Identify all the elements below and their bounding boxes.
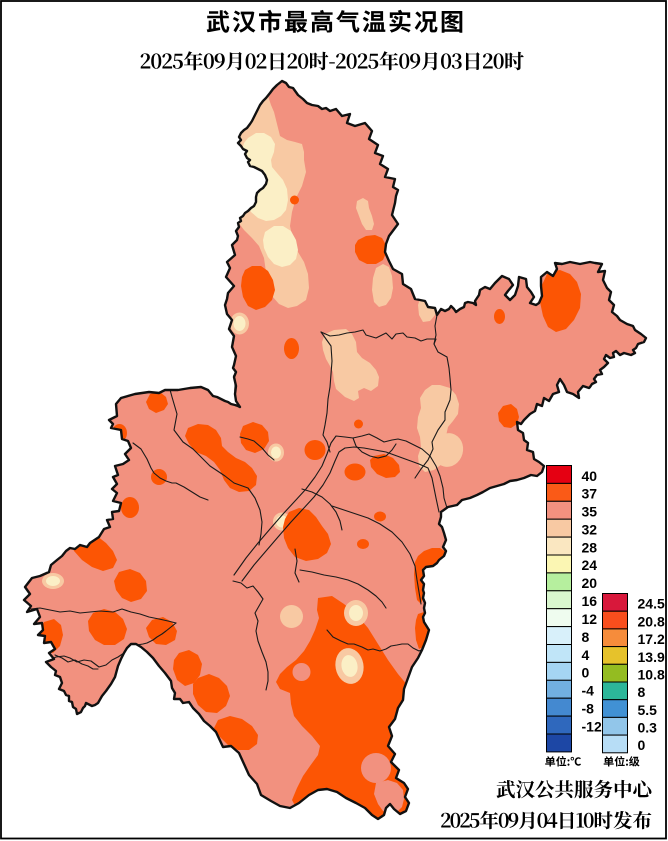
svg-text:10.8: 10.8	[638, 666, 665, 682]
svg-text:0.3: 0.3	[638, 720, 658, 736]
svg-text:-12: -12	[582, 718, 602, 734]
svg-text:13.9: 13.9	[638, 649, 665, 665]
svg-text:20: 20	[582, 575, 598, 591]
svg-text:16: 16	[582, 593, 598, 609]
svg-text:17.2: 17.2	[638, 631, 665, 647]
svg-text:24: 24	[582, 557, 598, 573]
svg-text:28: 28	[582, 539, 598, 555]
svg-text:40: 40	[582, 468, 598, 484]
svg-text:-8: -8	[582, 701, 595, 717]
svg-text:37: 37	[582, 486, 598, 502]
svg-text:5.5: 5.5	[638, 702, 658, 718]
svg-text:8: 8	[638, 684, 646, 700]
svg-text:0: 0	[582, 665, 590, 681]
svg-text:-4: -4	[582, 683, 595, 699]
svg-text:12: 12	[582, 611, 598, 627]
svg-text:24.5: 24.5	[638, 596, 665, 612]
svg-text:32: 32	[582, 522, 598, 538]
svg-text:0: 0	[638, 737, 646, 753]
svg-text:8: 8	[582, 629, 590, 645]
svg-text:4: 4	[582, 647, 590, 663]
svg-text:35: 35	[582, 504, 598, 520]
svg-text:20.8: 20.8	[638, 613, 665, 629]
